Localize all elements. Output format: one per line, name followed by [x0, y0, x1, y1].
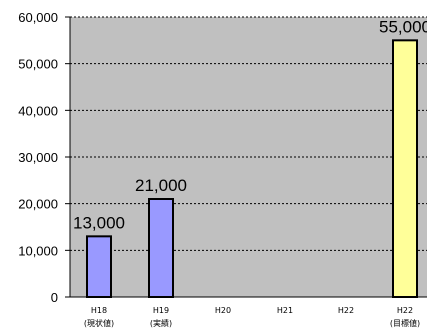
- y-tick-label: 20,000: [18, 197, 58, 212]
- y-tick-label: 40,000: [18, 103, 58, 118]
- x-tick-label: H18: [91, 306, 107, 315]
- y-tick-label: 0: [51, 290, 58, 305]
- y-tick-label: 50,000: [18, 57, 58, 72]
- x-tick-label: H22: [397, 306, 413, 315]
- x-tick-label: H20: [215, 306, 231, 315]
- x-tick-sublabel: (実績): [150, 318, 172, 328]
- bar: [148, 198, 174, 298]
- x-tick-label: H19: [153, 306, 169, 315]
- data-label: 21,000: [135, 176, 187, 195]
- bar: [392, 39, 418, 298]
- y-tick-label: 60,000: [18, 10, 58, 25]
- y-axis: 0 10,000 20,000 30,000 40,000 50,000 60,000: [18, 10, 71, 305]
- x-tick-label: H21: [277, 306, 293, 315]
- x-axis: H18 (現状値) H19 (実績) H20 H21 H22 H22 (目標値): [70, 296, 427, 328]
- bars: [86, 39, 418, 298]
- data-label: 55,000: [379, 17, 427, 36]
- x-tick-sublabel: (現状値): [84, 318, 114, 328]
- x-tick-label: H22: [338, 306, 354, 315]
- data-labels: 13,000 21,000 55,000: [73, 17, 427, 232]
- bar: [86, 235, 112, 298]
- y-tick-label: 30,000: [18, 150, 58, 165]
- gridlines: [70, 16, 427, 251]
- y-tick-label: 10,000: [18, 243, 58, 258]
- data-label: 13,000: [73, 213, 125, 232]
- x-tick-sublabel: (目標値): [390, 318, 420, 328]
